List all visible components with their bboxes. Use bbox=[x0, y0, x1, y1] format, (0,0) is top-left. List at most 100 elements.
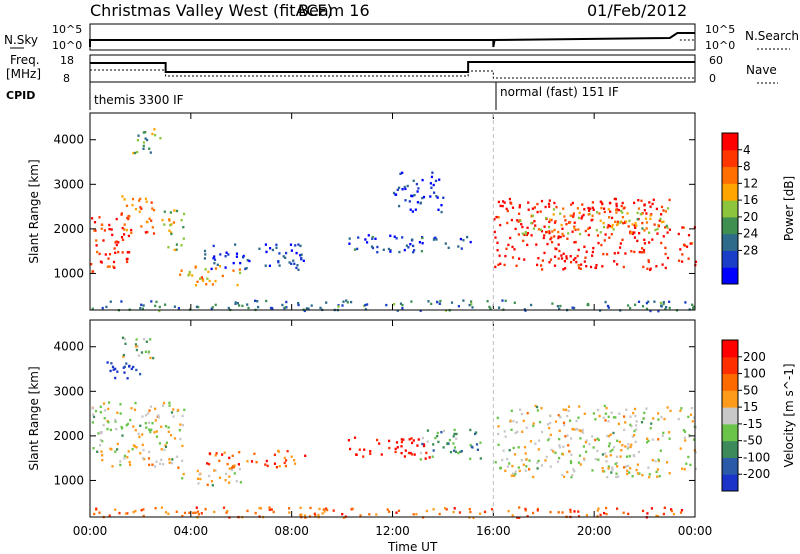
data-cell bbox=[444, 242, 447, 245]
colorbar-segment bbox=[722, 474, 738, 492]
data-cell bbox=[359, 514, 362, 517]
data-cell bbox=[633, 250, 636, 254]
data-cell bbox=[579, 267, 582, 270]
data-cell bbox=[278, 252, 281, 255]
data-cell bbox=[247, 306, 250, 310]
data-cell bbox=[683, 436, 686, 439]
data-cell bbox=[139, 452, 142, 455]
data-cell bbox=[677, 417, 680, 421]
freq-label: Freq. bbox=[10, 53, 40, 67]
data-cell bbox=[641, 227, 644, 230]
data-cell bbox=[135, 368, 138, 372]
data-cell bbox=[666, 406, 669, 409]
data-cell bbox=[690, 407, 693, 410]
data-cell bbox=[522, 419, 525, 423]
data-cell bbox=[409, 243, 412, 246]
data-cell bbox=[522, 463, 525, 466]
data-cell bbox=[504, 299, 507, 302]
data-cell bbox=[602, 416, 605, 419]
data-cell bbox=[284, 464, 288, 468]
data-cell bbox=[411, 238, 414, 241]
data-cell bbox=[376, 245, 379, 249]
data-cell bbox=[694, 260, 698, 263]
data-cell bbox=[549, 414, 552, 418]
data-cell bbox=[689, 242, 692, 245]
colorbar-tick-label: 24 bbox=[743, 227, 758, 241]
data-cell bbox=[479, 457, 482, 460]
data-cell bbox=[169, 211, 172, 214]
data-cell bbox=[550, 448, 553, 452]
data-cell bbox=[91, 407, 94, 410]
data-cell bbox=[596, 234, 599, 237]
data-cell bbox=[621, 211, 624, 214]
data-cell bbox=[604, 419, 607, 422]
data-cell bbox=[499, 223, 502, 227]
data-cell bbox=[110, 362, 113, 365]
data-cell bbox=[142, 131, 145, 134]
data-cell bbox=[363, 448, 366, 451]
cpid-mode-1: themis 3300 IF bbox=[94, 93, 184, 107]
data-cell bbox=[667, 207, 670, 210]
data-cell bbox=[157, 416, 160, 419]
data-cell bbox=[615, 208, 618, 211]
data-cell bbox=[607, 467, 610, 470]
data-cell bbox=[549, 238, 552, 241]
data-cell bbox=[666, 461, 669, 464]
data-cell bbox=[577, 461, 581, 464]
data-cell bbox=[596, 449, 599, 453]
data-cell bbox=[532, 422, 535, 425]
data-cell bbox=[639, 213, 642, 216]
data-cell bbox=[421, 436, 425, 440]
data-cell bbox=[525, 458, 528, 461]
data-cell bbox=[167, 430, 170, 433]
data-cell bbox=[264, 243, 267, 246]
data-cell bbox=[131, 197, 135, 201]
data-cell bbox=[603, 511, 606, 515]
data-cell bbox=[164, 425, 168, 428]
data-cell bbox=[155, 430, 158, 433]
data-cell bbox=[519, 219, 522, 222]
data-cell bbox=[232, 466, 235, 469]
data-cell bbox=[292, 259, 295, 262]
data-cell bbox=[615, 205, 618, 208]
data-cell bbox=[154, 419, 157, 422]
beam-label: Beam 16 bbox=[298, 1, 370, 20]
data-cell bbox=[419, 309, 422, 312]
colorbar-tick-label: -50 bbox=[743, 434, 763, 448]
data-cell bbox=[584, 441, 587, 444]
data-cell bbox=[91, 270, 95, 273]
data-cell bbox=[561, 511, 564, 514]
data-cell bbox=[662, 302, 665, 306]
data-cell bbox=[282, 255, 285, 258]
data-cell bbox=[126, 512, 129, 515]
data-cell bbox=[594, 457, 597, 461]
data-cell bbox=[494, 236, 497, 239]
data-cell bbox=[509, 236, 512, 240]
data-cell bbox=[221, 453, 224, 456]
data-cell bbox=[303, 309, 306, 313]
data-cell bbox=[597, 458, 600, 461]
colorbar-tick-label: 28 bbox=[743, 243, 758, 257]
data-cell bbox=[421, 442, 424, 446]
data-cell bbox=[603, 404, 606, 408]
data-cell bbox=[610, 471, 613, 474]
data-cell bbox=[434, 436, 437, 440]
data-cell bbox=[458, 511, 461, 514]
data-cell bbox=[214, 469, 217, 472]
data-cell bbox=[98, 252, 101, 256]
data-cell bbox=[664, 307, 667, 311]
data-cell bbox=[268, 506, 271, 509]
data-cell bbox=[297, 303, 300, 307]
data-cell bbox=[126, 260, 129, 264]
data-cell bbox=[187, 274, 190, 277]
data-cell bbox=[601, 470, 604, 473]
data-cell bbox=[124, 342, 127, 345]
data-cell bbox=[566, 434, 569, 437]
data-cell bbox=[93, 221, 97, 224]
data-cell bbox=[264, 463, 267, 466]
data-cell bbox=[575, 260, 578, 264]
time-axis-label: Time UT bbox=[387, 540, 438, 554]
data-cell bbox=[642, 265, 645, 269]
data-cell bbox=[422, 195, 426, 199]
